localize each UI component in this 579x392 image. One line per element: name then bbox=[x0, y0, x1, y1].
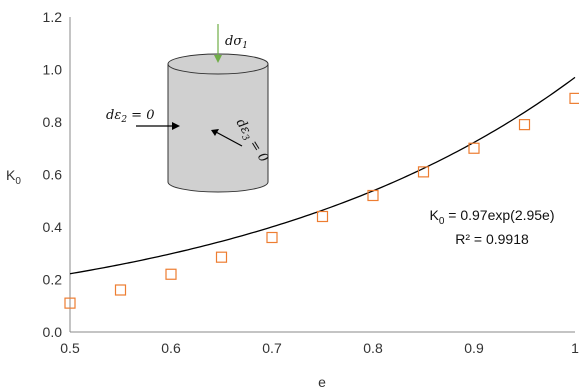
x-tick-label: 0.8 bbox=[363, 340, 383, 356]
y-tick-label: 0.2 bbox=[43, 272, 63, 288]
x-tick-label: 0.6 bbox=[161, 340, 181, 356]
data-point bbox=[468, 142, 480, 154]
data-points bbox=[64, 92, 579, 309]
fit-equation: K0 = 0.97exp(2.95e) R² = 0.9918 bbox=[429, 207, 554, 247]
y-tick-labels: 0.0 0.2 0.4 0.6 0.8 1.0 1.2 bbox=[43, 9, 63, 340]
eps2-label: dε2 = 0 bbox=[106, 108, 154, 125]
sigma-arrow-head bbox=[214, 55, 222, 63]
data-point bbox=[165, 268, 177, 280]
sigma-label: dσ1 bbox=[225, 34, 248, 51]
y-axis-title: K0 bbox=[6, 167, 21, 187]
y-tick-label: 1.0 bbox=[43, 62, 63, 78]
data-point bbox=[367, 189, 379, 202]
y-tick-label: 1.2 bbox=[43, 9, 63, 25]
y-tick-label: 0.6 bbox=[43, 167, 63, 183]
x-tick-label: 0.9 bbox=[464, 340, 484, 356]
data-point bbox=[114, 284, 127, 296]
fit-curve bbox=[69, 76, 576, 275]
y-tick-label: 0.4 bbox=[43, 219, 63, 235]
cylinder-body bbox=[167, 64, 269, 193]
specimen-inset: dσ1 dε2 = 0 dε3 = 0 bbox=[106, 24, 271, 193]
data-point bbox=[64, 297, 76, 309]
eps3-arrow bbox=[215, 131, 243, 147]
x-tick-label: 0.5 bbox=[60, 340, 80, 356]
y-tick-label: 0.8 bbox=[43, 114, 63, 130]
x-tick-labels: 0.5 0.6 0.7 0.8 0.9 1 bbox=[60, 340, 579, 356]
x-tick-label: 0.7 bbox=[262, 340, 282, 356]
y-tick-label: 0.0 bbox=[43, 324, 63, 340]
x-tick-label: 1 bbox=[571, 340, 579, 356]
data-point bbox=[518, 119, 531, 131]
x-axis-title: e bbox=[318, 374, 326, 390]
data-point bbox=[417, 166, 430, 178]
plot-area: 0.5 0.6 0.7 0.8 0.9 1 0.0 0.2 0.4 0.6 0.8 1.0 1.2 bbox=[43, 9, 579, 356]
data-point bbox=[215, 251, 228, 263]
data-point bbox=[316, 210, 329, 223]
data-point bbox=[569, 92, 579, 104]
eps3-arrow-head bbox=[211, 129, 219, 136]
eps2-arrow-head bbox=[172, 122, 180, 130]
fit-equation-label: K0 = 0.97exp(2.95e) bbox=[429, 207, 554, 227]
data-point bbox=[266, 231, 278, 244]
r-squared-label: R² = 0.9918 bbox=[455, 231, 529, 247]
